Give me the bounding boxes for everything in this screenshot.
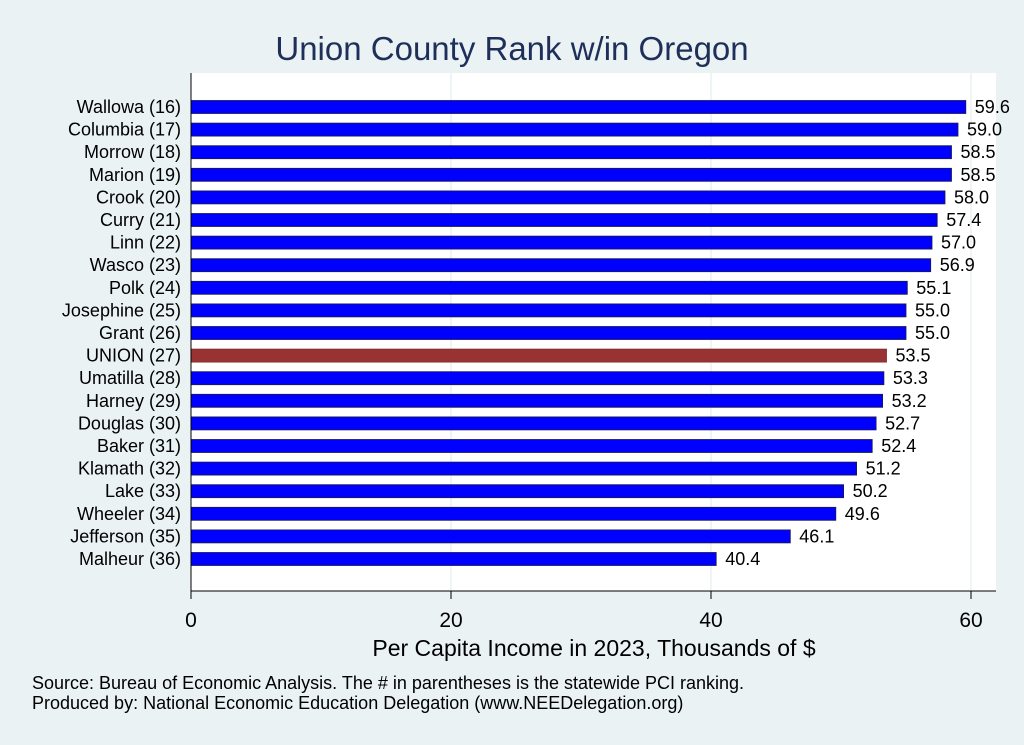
chart-title: Union County Rank w/in Oregon	[275, 30, 748, 67]
bar-highlight	[190, 348, 887, 363]
value-label: 56.9	[940, 255, 975, 275]
category-label: Josephine (25)	[62, 300, 181, 320]
bar	[190, 258, 932, 273]
bar	[190, 100, 967, 114]
category-label: Wallowa (16)	[77, 97, 181, 117]
bar	[190, 213, 938, 227]
bar	[190, 529, 791, 544]
x-tick-label: 60	[959, 609, 982, 632]
value-label: 51.2	[866, 459, 901, 479]
value-label: 58.0	[954, 187, 989, 207]
bar	[190, 416, 877, 431]
source-note: Source: Bureau of Economic Analysis. The…	[32, 673, 745, 693]
category-label: Harney (29)	[86, 391, 181, 411]
bar	[190, 439, 873, 453]
value-label: 46.1	[799, 526, 834, 546]
bar	[190, 506, 837, 521]
category-label: Klamath (32)	[78, 459, 181, 479]
bar	[190, 235, 933, 250]
value-label: 57.0	[941, 233, 976, 253]
category-label: Jefferson (35)	[70, 526, 181, 546]
category-label: Marion (19)	[89, 165, 181, 185]
value-label: 49.6	[845, 504, 880, 524]
category-label: Columbia (17)	[68, 120, 181, 140]
bar	[190, 122, 959, 137]
category-label: Grant (26)	[99, 323, 181, 343]
category-label: Linn (22)	[110, 233, 181, 253]
x-tick-label: 20	[439, 609, 462, 632]
x-tick-label: 40	[699, 609, 722, 632]
value-label: 50.2	[853, 481, 888, 501]
bar	[190, 145, 952, 160]
value-label: 55.1	[916, 278, 951, 298]
bar	[190, 552, 717, 566]
value-label: 53.3	[893, 368, 928, 388]
bar	[190, 326, 907, 340]
category-label: Polk (24)	[109, 278, 181, 298]
x-tick-label: 0	[185, 609, 197, 632]
value-label: 53.2	[892, 391, 927, 411]
value-label: 53.5	[896, 346, 931, 366]
value-label: 55.0	[915, 323, 950, 343]
value-label: 57.4	[946, 210, 981, 230]
bar	[190, 280, 908, 295]
category-label: Curry (21)	[100, 210, 181, 230]
bar	[190, 393, 883, 408]
produced-by-note: Produced by: National Economic Education…	[32, 693, 684, 713]
bar	[190, 190, 946, 205]
category-label: Wheeler (34)	[77, 504, 181, 524]
bar	[190, 303, 907, 318]
bar	[190, 167, 952, 182]
category-label: Crook (20)	[96, 187, 181, 207]
value-labels: 59.659.058.558.558.057.457.056.955.155.0…	[725, 97, 1010, 569]
category-label: UNION (27)	[86, 346, 181, 366]
category-label: Malheur (36)	[79, 549, 181, 569]
category-label: Umatilla (28)	[79, 368, 181, 388]
value-label: 59.6	[975, 97, 1010, 117]
value-label: 58.5	[961, 165, 996, 185]
category-label: Wasco (23)	[90, 255, 181, 275]
value-label: 59.0	[967, 120, 1002, 140]
category-label: Baker (31)	[97, 436, 181, 456]
value-label: 55.0	[915, 300, 950, 320]
category-label: Lake (33)	[105, 481, 181, 501]
bar	[190, 371, 885, 386]
x-axis-ticks: 0 20 40 60	[185, 591, 983, 632]
category-label: Morrow (18)	[84, 142, 181, 162]
value-label: 52.4	[881, 436, 916, 456]
value-label: 52.7	[885, 413, 920, 433]
value-label: 40.4	[725, 549, 760, 569]
bar	[190, 461, 857, 476]
bar	[190, 484, 844, 499]
x-axis-title: Per Capita Income in 2023, Thousands of …	[372, 635, 815, 661]
category-labels: Wallowa (16) Columbia (17)Morrow (18) Mari…	[62, 97, 181, 569]
category-label: Douglas (30)	[78, 413, 181, 433]
value-label: 58.5	[961, 142, 996, 162]
